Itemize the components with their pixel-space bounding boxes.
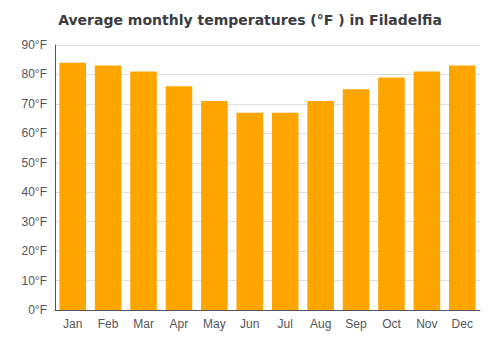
svg-text:0°F: 0°F: [28, 303, 47, 317]
svg-text:Dec: Dec: [452, 317, 473, 331]
svg-text:May: May: [203, 317, 226, 331]
svg-text:20°F: 20°F: [22, 244, 47, 258]
svg-text:70°F: 70°F: [22, 97, 47, 111]
svg-text:50°F: 50°F: [22, 156, 47, 170]
svg-text:Mar: Mar: [133, 317, 154, 331]
svg-text:Nov: Nov: [416, 317, 437, 331]
svg-text:Oct: Oct: [382, 317, 401, 331]
svg-text:80°F: 80°F: [22, 67, 47, 81]
svg-text:60°F: 60°F: [22, 126, 47, 140]
svg-text:Average monthly temperatures (: Average monthly temperatures (°F ) in Fi…: [58, 12, 442, 28]
svg-text:Aug: Aug: [310, 317, 331, 331]
svg-text:Feb: Feb: [98, 317, 119, 331]
svg-text:40°F: 40°F: [22, 185, 47, 199]
svg-text:Jan: Jan: [63, 317, 82, 331]
svg-text:Sep: Sep: [345, 317, 367, 331]
svg-text:90°F: 90°F: [22, 38, 47, 52]
svg-text:Jul: Jul: [278, 317, 293, 331]
svg-text:Jun: Jun: [240, 317, 259, 331]
svg-text:30°F: 30°F: [22, 215, 47, 229]
svg-text:Apr: Apr: [170, 317, 189, 331]
svg-text:10°F: 10°F: [22, 274, 47, 288]
